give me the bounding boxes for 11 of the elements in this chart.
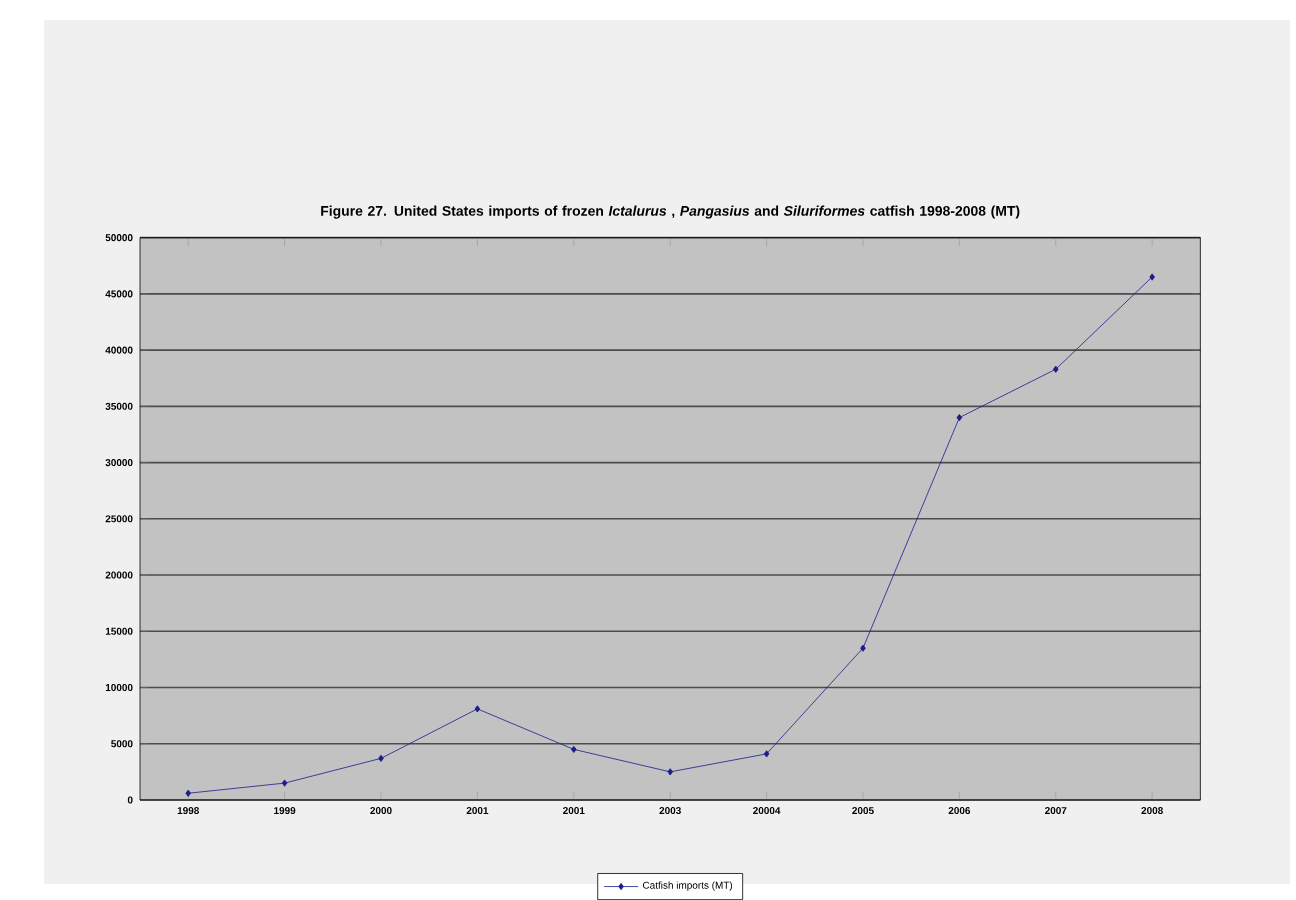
- point: [860, 644, 866, 652]
- point: [281, 779, 288, 787]
- point: [667, 768, 673, 776]
- point: [763, 750, 770, 758]
- point: [1149, 273, 1155, 281]
- point: [956, 414, 963, 422]
- point: [571, 745, 577, 753]
- point: [474, 705, 481, 713]
- point: [378, 754, 384, 762]
- point: [185, 789, 191, 797]
- point: [1052, 365, 1059, 373]
